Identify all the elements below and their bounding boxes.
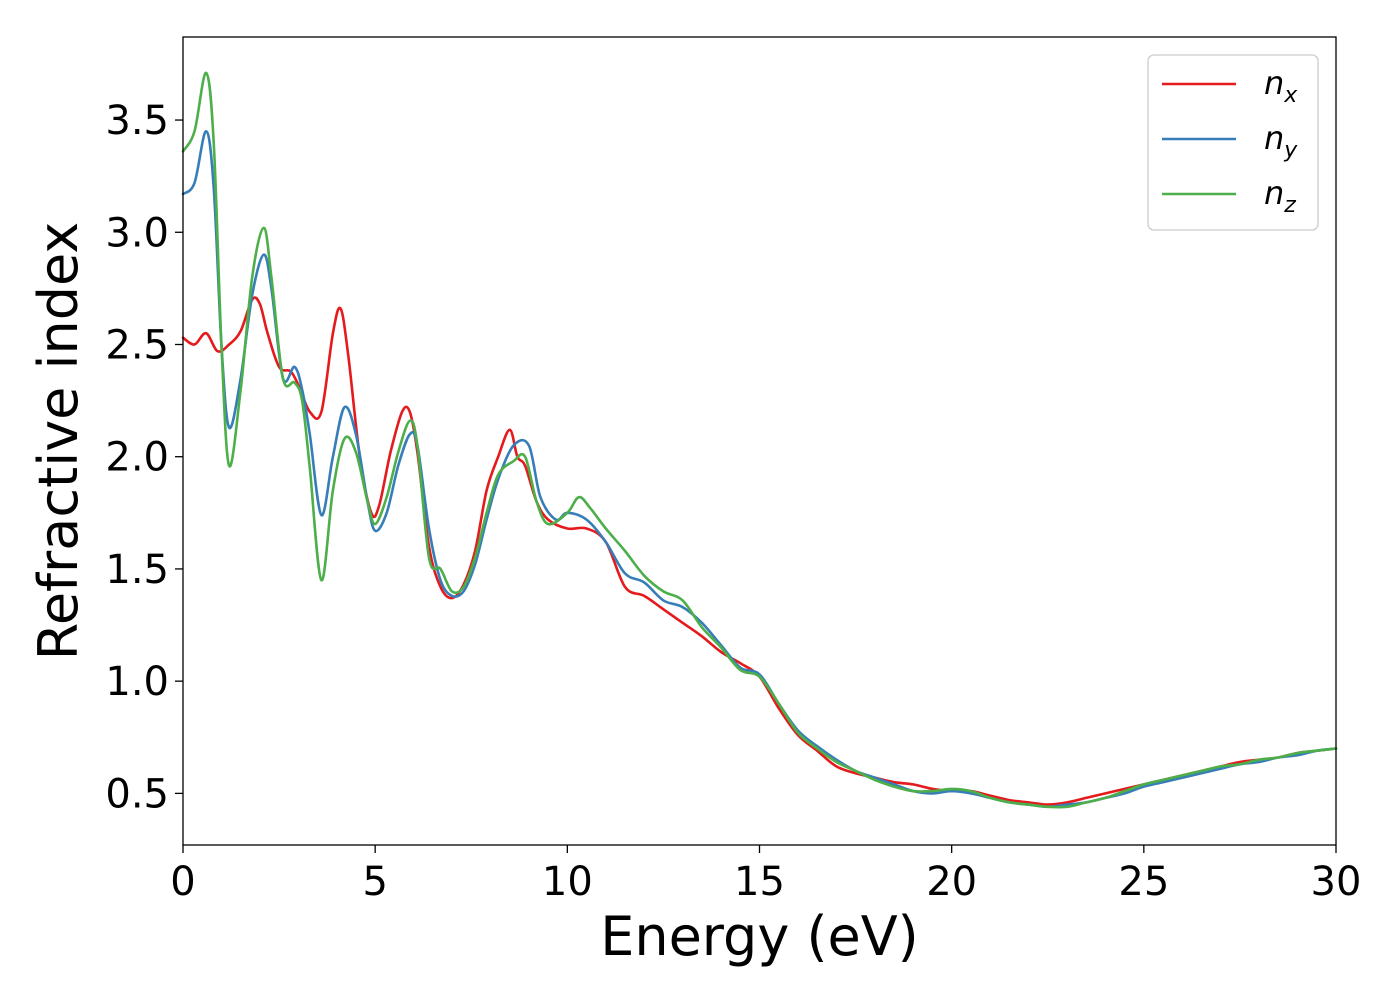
- plot-background: [183, 37, 1336, 845]
- legend-label: ny: [1264, 119, 1298, 163]
- x-tick-label: 0: [170, 859, 195, 905]
- legend-item-nx: nx: [1162, 64, 1298, 108]
- legend: nx ny nz: [1147, 54, 1319, 231]
- series-line-nz: [181, 71, 1338, 809]
- plot-frame: [182, 36, 1337, 846]
- y-tick-label: 1.5: [105, 547, 169, 593]
- tick-layer: 0 5 10 15 20 25 30 0.5 1.0 1.5 2.0 2.5 3.0 3.5: [105, 98, 1361, 905]
- y-tick-label: 3.5: [105, 98, 169, 144]
- x-tick-label: 25: [1118, 859, 1169, 905]
- y-tick-label: 2.5: [105, 322, 169, 368]
- series-layer: [181, 71, 1338, 809]
- x-tick-label: 30: [1311, 859, 1362, 905]
- legend-entries: nx ny nz: [1162, 64, 1298, 218]
- legend-frame: [1147, 54, 1319, 231]
- y-tick-label: 0.5: [105, 771, 169, 817]
- legend-label: nx: [1264, 64, 1298, 108]
- legend-label: nz: [1264, 174, 1296, 218]
- x-tick-label: 15: [734, 859, 785, 905]
- legend-item-nz: nz: [1162, 174, 1296, 218]
- x-tick-label: 10: [542, 859, 593, 905]
- x-tick-label: 20: [926, 859, 977, 905]
- legend-item-ny: ny: [1162, 119, 1298, 163]
- y-tick-label: 2.0: [105, 435, 169, 481]
- y-axis-title: Refractive index: [27, 222, 90, 661]
- y-tick-label: 1.0: [105, 659, 169, 705]
- x-tick-label: 5: [362, 859, 387, 905]
- y-tick-label: 3.0: [105, 210, 169, 256]
- x-axis-title: Energy (eV): [600, 905, 919, 968]
